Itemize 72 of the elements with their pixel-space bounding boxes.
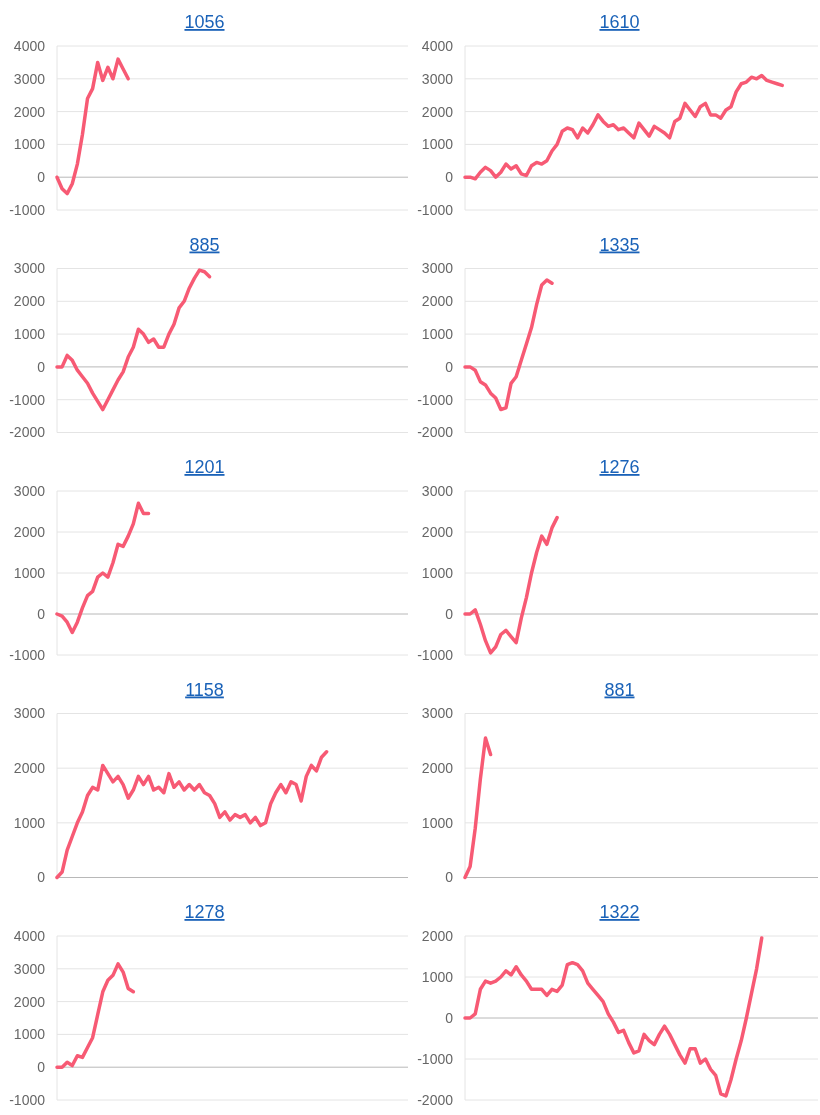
chart-title: 1335 [599, 234, 640, 255]
y-tick-label: -1000 [417, 201, 454, 218]
y-tick-label: 2000 [13, 760, 46, 777]
y-tick-label: 3000 [421, 260, 454, 277]
y-tick-label: -1000 [417, 391, 454, 408]
chart-title: 885 [189, 234, 220, 255]
chart-title: 1610 [599, 12, 640, 32]
y-tick-label: 1000 [13, 136, 46, 153]
y-tick-label: 2000 [13, 993, 46, 1010]
y-tick-label: -1000 [9, 646, 46, 663]
chart-title: 1322 [599, 902, 640, 922]
y-tick-label: 1000 [13, 564, 46, 581]
y-tick-label: 2000 [421, 293, 454, 310]
y-tick-label: 2000 [421, 523, 454, 540]
line-series [55, 750, 329, 880]
y-tick-label: -2000 [9, 424, 46, 441]
chart-title: 1201 [184, 457, 225, 477]
line-series [463, 736, 493, 880]
y-tick-label: 1000 [421, 326, 454, 342]
y-tick-label: 1000 [13, 326, 46, 342]
y-tick-label: 4000 [421, 37, 454, 54]
y-tick-label: 3000 [13, 705, 46, 722]
y-tick-label: 3000 [421, 705, 454, 722]
y-tick-label: 2000 [421, 760, 454, 777]
y-tick-label: 1000 [421, 136, 454, 153]
chart-title: 1278 [184, 902, 225, 922]
y-tick-label: -1000 [9, 201, 46, 218]
line-series [55, 962, 136, 1069]
y-tick-label: 2000 [13, 103, 46, 120]
chart-title: 881 [604, 679, 635, 700]
y-tick-label: 3000 [13, 260, 46, 277]
y-tick-label: -1000 [9, 391, 46, 408]
y-tick-label: 0 [37, 1059, 46, 1076]
y-tick-label: 0 [445, 169, 454, 186]
y-tick-label: 4000 [13, 37, 46, 54]
y-tick-label: 3000 [13, 482, 46, 499]
y-tick-label: -1000 [9, 1091, 46, 1108]
y-tick-label: 2000 [421, 927, 454, 944]
chart-title: 1158 [185, 679, 224, 700]
y-tick-label: 2000 [13, 523, 46, 540]
y-tick-label: 1000 [421, 968, 454, 985]
y-tick-label: 3000 [421, 70, 454, 87]
y-tick-label: 0 [37, 358, 46, 375]
y-tick-label: -2000 [417, 424, 454, 441]
y-tick-label: 0 [37, 169, 46, 186]
line-series [55, 501, 151, 635]
y-tick-label: 0 [37, 605, 46, 622]
y-tick-label: 3000 [13, 70, 46, 87]
line-series [463, 278, 554, 412]
y-tick-label: 2000 [421, 103, 454, 120]
line-series [55, 57, 130, 196]
y-tick-label: -2000 [417, 1091, 454, 1108]
chart-title: 1056 [184, 12, 225, 32]
y-tick-label: 4000 [13, 927, 46, 944]
line-series [463, 515, 559, 655]
y-tick-label: -1000 [417, 1050, 454, 1067]
line-series [55, 268, 212, 412]
y-tick-label: 1000 [13, 1026, 46, 1043]
chart-title: 1276 [599, 457, 640, 477]
y-tick-label: 0 [445, 1009, 454, 1026]
y-tick-label: 3000 [13, 960, 46, 977]
y-tick-label: 1000 [13, 814, 46, 831]
y-tick-label: -1000 [417, 646, 454, 663]
y-tick-label: 1000 [421, 814, 454, 831]
y-tick-label: 0 [445, 358, 454, 375]
y-tick-label: 3000 [421, 482, 454, 499]
y-tick-label: 2000 [13, 293, 46, 310]
line-series [463, 73, 784, 181]
y-tick-label: 0 [445, 869, 454, 886]
y-tick-label: 0 [37, 869, 46, 886]
y-tick-label: 0 [445, 605, 454, 622]
y-tick-label: 1000 [421, 564, 454, 581]
